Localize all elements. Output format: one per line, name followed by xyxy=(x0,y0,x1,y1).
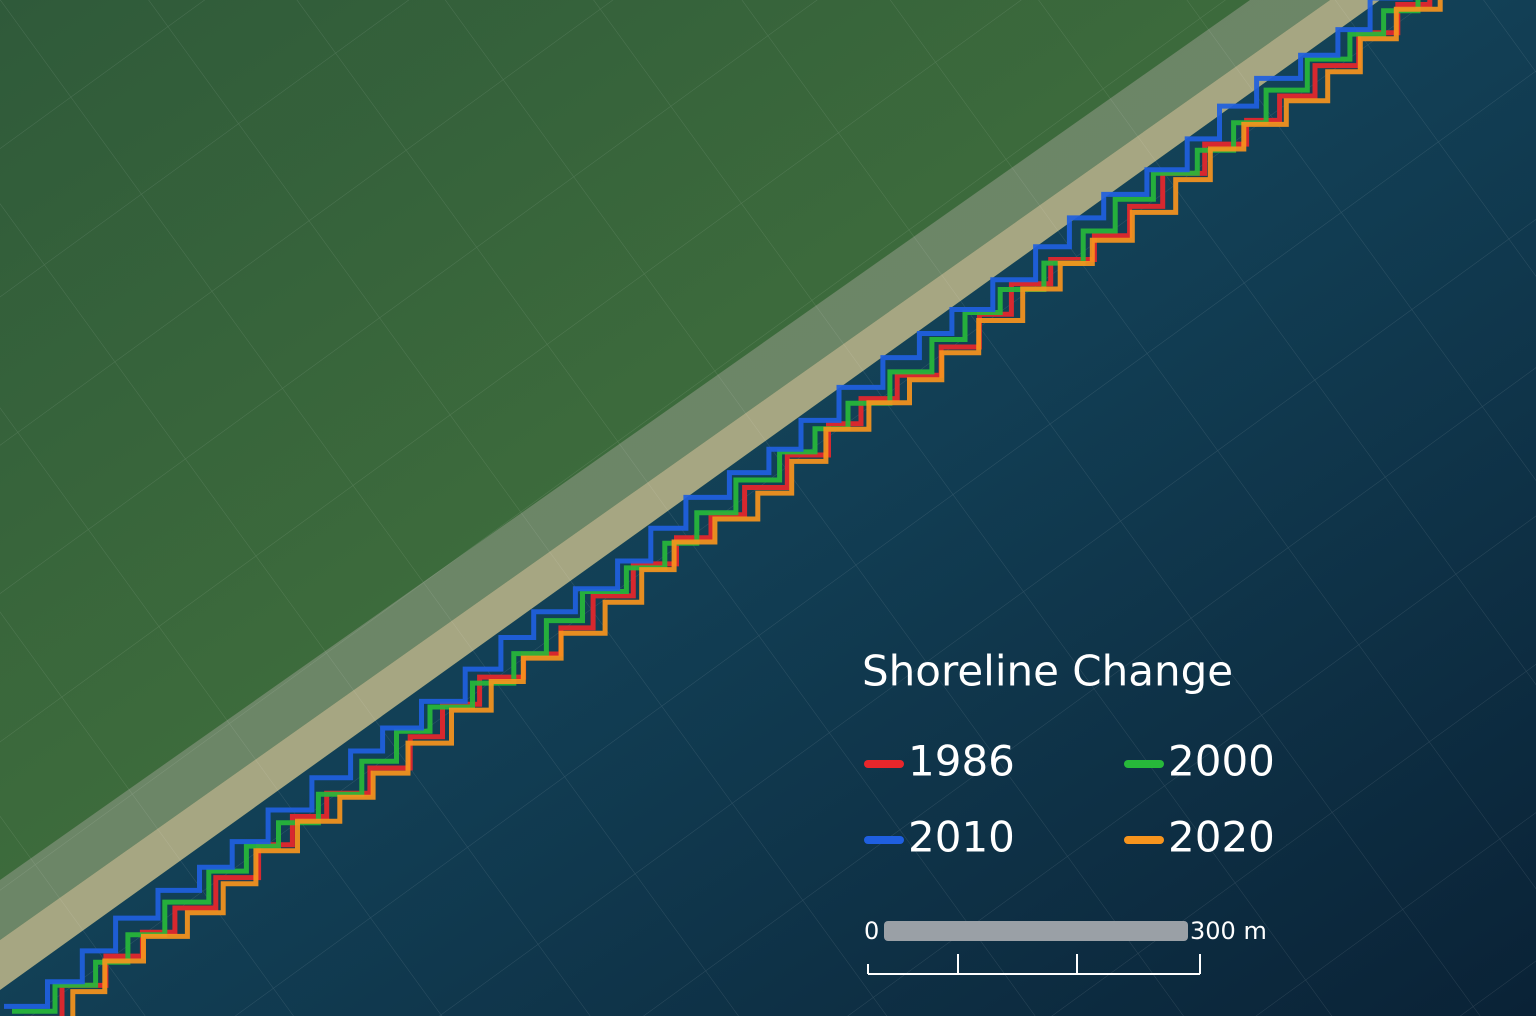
legend: 1986 2000 2010 2020 xyxy=(864,737,1275,862)
scale-start: 0 xyxy=(864,917,879,945)
scale-ticks xyxy=(867,954,1201,975)
legend-label: 1986 xyxy=(908,737,1015,786)
scale-bar xyxy=(884,921,1188,941)
shoreline xyxy=(12,0,1421,1014)
legend-title: Shoreline Change xyxy=(862,647,1233,696)
legend-label: 2020 xyxy=(1168,813,1275,862)
legend-label: 2000 xyxy=(1168,737,1275,786)
shoreline xyxy=(24,0,1433,1016)
scale-end: 300 m xyxy=(1190,917,1267,945)
shoreline xyxy=(4,0,1413,1009)
legend-label: 2010 xyxy=(908,813,1015,862)
shoreline xyxy=(70,0,1443,1016)
shorelines xyxy=(4,0,1443,1016)
